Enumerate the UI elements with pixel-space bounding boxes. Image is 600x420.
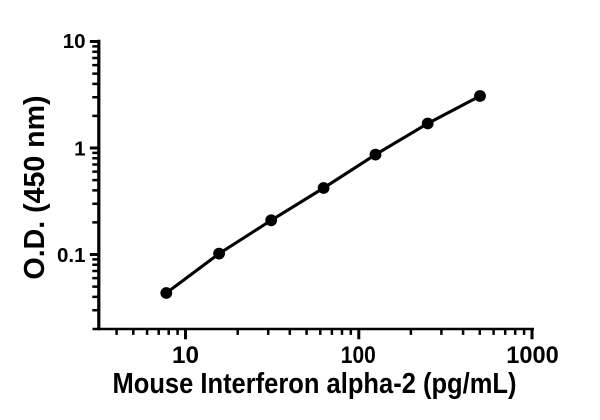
svg-text:1000: 1000 <box>506 342 559 369</box>
svg-text:10: 10 <box>172 342 199 369</box>
svg-text:100: 100 <box>341 342 376 369</box>
svg-text:O.D. (450 nm): O.D. (450 nm) <box>19 96 51 280</box>
svg-text:0.1: 0.1 <box>57 244 86 267</box>
svg-text:10: 10 <box>63 30 86 53</box>
svg-text:Mouse Interferon alpha-2 (pg/m: Mouse Interferon alpha-2 (pg/mL) <box>113 368 517 400</box>
svg-text:1: 1 <box>74 137 85 160</box>
